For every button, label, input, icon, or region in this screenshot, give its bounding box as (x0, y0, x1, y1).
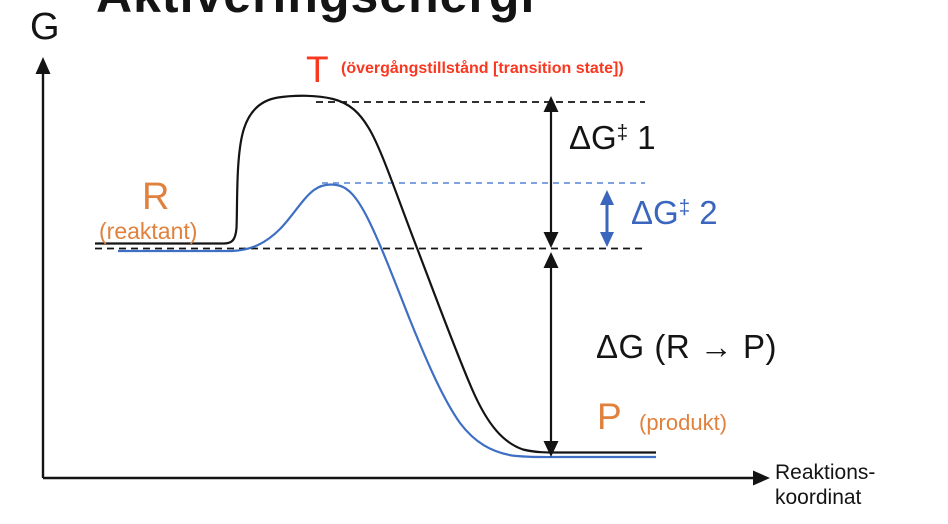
dg2-sup: ‡ (678, 195, 691, 219)
dg2-label: ΔG‡ 2 (631, 194, 718, 231)
dg1-double-arrow (543, 96, 559, 248)
reactant-symbol: R (142, 176, 170, 218)
slide-title: Aktiveringsenergi (96, 0, 535, 24)
x-axis-arrowhead-icon (753, 470, 770, 486)
product-note: (produkt) (639, 410, 728, 435)
dg-reaction-double-arrow (543, 252, 559, 457)
x-axis-label: Reaktions- koordinat (775, 460, 875, 510)
reactant-note: (reaktant) (99, 218, 198, 244)
black-energy-curve (95, 94, 656, 454)
dg1-arrowhead-down-icon (543, 232, 559, 248)
product-symbol: P (597, 396, 622, 437)
transition-state-note: (övergångstillstånd [transition state]) (341, 60, 624, 77)
blue-energy-curve (118, 183, 656, 459)
dg2-arrowhead-up-icon (600, 190, 614, 205)
y-axis-label: G (30, 6, 60, 48)
x-axis-label-line2: koordinat (775, 486, 862, 509)
dg2-double-arrow (600, 190, 614, 247)
dg1-rest: 1 (628, 119, 656, 156)
dg1-arrowhead-up-icon (543, 96, 559, 112)
y-axis-arrowhead-icon (35, 57, 51, 74)
dg1-base: ΔG (569, 119, 617, 156)
dg2-base: ΔG (631, 194, 679, 231)
dg-reaction-arrowhead-down-icon (543, 441, 559, 457)
x-axis-label-line1: Reaktions- (775, 461, 876, 484)
dg-reaction-label: ΔG (R → P) (596, 328, 778, 365)
transition-state-symbol: T (306, 49, 329, 90)
dg-reaction-arrowhead-up-icon (543, 252, 559, 268)
dg2-arrowhead-down-icon (600, 232, 614, 247)
dg1-label: ΔG‡ 1 (569, 119, 656, 156)
dg1-sup: ‡ (616, 120, 629, 144)
dg2-rest: 2 (690, 194, 718, 231)
